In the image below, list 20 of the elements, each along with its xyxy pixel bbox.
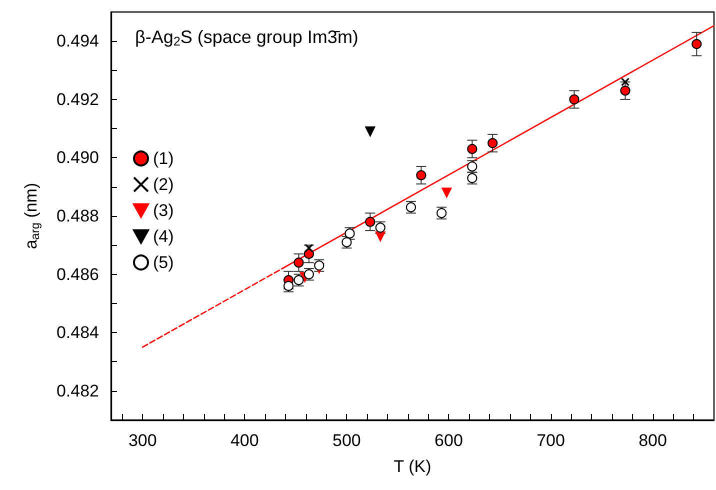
legend-label: (1)	[153, 149, 174, 168]
x-tick-label: 800	[638, 431, 667, 450]
x-tick-label: 300	[128, 431, 157, 450]
x-tick-label: 700	[536, 431, 565, 450]
y-tick-label: 0.488	[56, 206, 99, 226]
legend-label: (2)	[153, 175, 174, 194]
y-axis-title: aarg (nm)	[21, 182, 42, 250]
x-axis-title: T (K)	[394, 457, 432, 476]
y-tick-label: 0.492	[56, 90, 99, 109]
x-tick-label: 500	[332, 431, 361, 450]
legend-label: (4)	[153, 227, 174, 246]
y-tick-label: 0.482	[56, 381, 99, 400]
x-tick-label: 600	[434, 431, 463, 450]
legend-label: (3)	[153, 201, 174, 220]
y-tick-label: 0.486	[56, 264, 99, 284]
legend-label: (5)	[153, 253, 174, 272]
y-tick-label: 0.490	[56, 148, 99, 168]
y-tick-label: 0.494	[56, 32, 99, 51]
x-tick-label: 400	[230, 431, 259, 450]
y-tick-label: 0.484	[56, 323, 99, 342]
